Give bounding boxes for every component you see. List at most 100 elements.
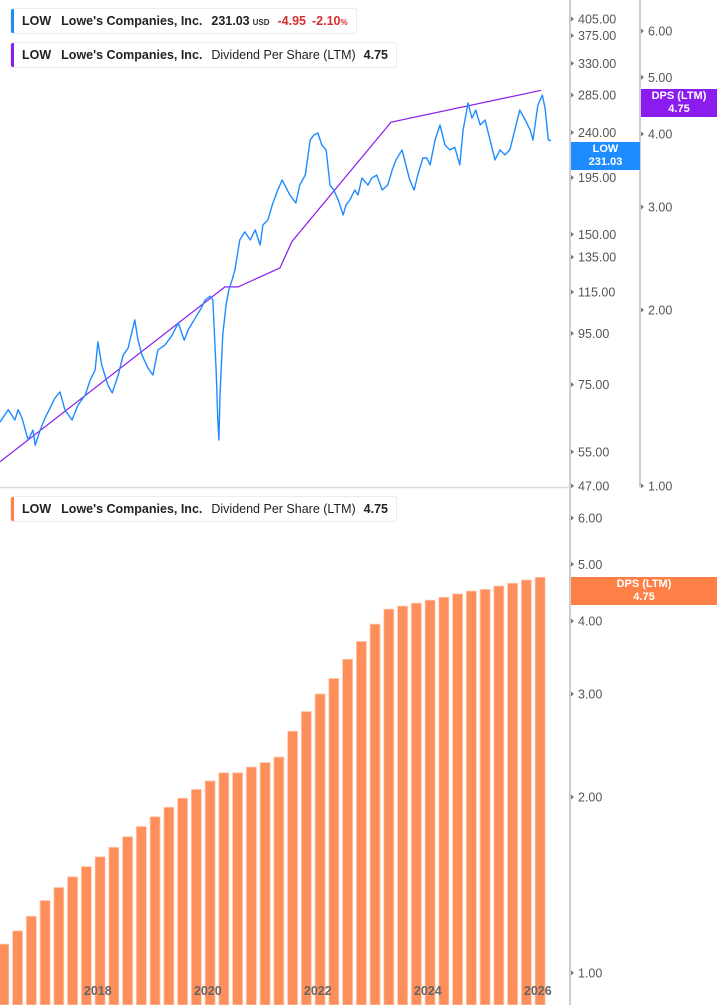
dps-line <box>0 89 542 463</box>
legend-color-swatch <box>11 497 14 521</box>
legend-dps-top[interactable]: LOW Lowe's Companies, Inc. Dividend Per … <box>10 42 397 68</box>
x-axis-tick: 2026 <box>524 984 552 998</box>
dps-bar <box>397 605 409 1005</box>
dps-bar <box>493 585 505 1005</box>
bottom-dps-axis-tick-mark <box>571 691 574 697</box>
legend-change: -4.95 <box>277 14 307 28</box>
dps-axis-tick: 4.00 <box>648 127 672 141</box>
x-axis-tick: 2020 <box>194 984 222 998</box>
bottom-dps-axis-tick: 2.00 <box>578 790 602 804</box>
legend-metric: Dividend Per Share (LTM) <box>211 502 356 516</box>
bottom-dps-axis-tick-mark <box>571 515 574 521</box>
bottom-dps-axis-tick: 6.00 <box>578 512 602 526</box>
price-axis-tick: 115.00 <box>578 285 615 299</box>
dps-bar <box>328 677 340 1005</box>
price-axis-tick: 285.00 <box>578 89 616 103</box>
dps-axis-tick: 3.00 <box>648 200 672 214</box>
bottom-dps-axis-tick: 5.00 <box>578 558 602 572</box>
price-axis-tick: 150.00 <box>578 228 616 242</box>
dps-bar <box>122 836 133 1005</box>
price-axis-tick: 330.00 <box>578 57 616 71</box>
bottom-dps-axis-tick: 3.00 <box>578 687 602 701</box>
top-pane <box>0 89 552 463</box>
price-axis-tick: 195.00 <box>578 171 616 185</box>
dps-axis-tick-mark <box>641 28 644 34</box>
dps-bar <box>479 588 491 1005</box>
dps-bar <box>273 756 285 1005</box>
dps-tag-value: 4.75 <box>633 591 655 603</box>
dps-bar <box>163 806 175 1005</box>
dps-axis-tick: 5.00 <box>648 71 672 85</box>
price-axis-tick-mark <box>571 16 574 22</box>
legend-color-swatch <box>11 43 14 67</box>
legend-price[interactable]: LOW Lowe's Companies, Inc. 231.03 USD -4… <box>10 8 357 34</box>
dps-bar <box>410 602 422 1005</box>
dps-axis-tick: 6.00 <box>648 25 672 39</box>
price-axis-tick: 95.00 <box>578 327 609 341</box>
dps-bar <box>204 780 216 1005</box>
price-axis-tick: 240.00 <box>578 126 616 140</box>
price-axis-tick: 55.00 <box>578 445 609 459</box>
legend-value: 4.75 <box>363 48 388 62</box>
price-axis-tick: 47.00 <box>578 479 609 493</box>
pct-sign: % <box>340 18 348 27</box>
price-axis-tick: 135.00 <box>578 251 616 265</box>
dps-bar <box>218 772 230 1005</box>
price-axis-tick-mark <box>571 231 574 237</box>
price-tag-ticker: LOW <box>592 143 619 155</box>
legend-ticker: LOW <box>22 14 52 28</box>
dps-bar <box>149 816 161 1005</box>
price-tag-value: 231.03 <box>588 156 623 168</box>
dps-axis-tick-mark <box>641 204 644 210</box>
bottom-dps-axis-tick: 1.00 <box>578 966 602 980</box>
change-pct-value: -2.10 <box>312 14 341 28</box>
price-axis-tick-mark <box>571 60 574 66</box>
legend-company-name: Lowe's Companies, Inc. <box>61 502 203 516</box>
bottom-dps-axis-tick-mark <box>571 794 574 800</box>
bottom-dps-axis-tick-mark <box>571 561 574 567</box>
dps-bar <box>520 579 532 1005</box>
price-tag: LOW 231.03 <box>571 142 640 170</box>
dps-tag-label: DPS (LTM) <box>616 578 672 590</box>
price-axis-tick: 375.00 <box>578 29 616 43</box>
legend-company-name: Lowe's Companies, Inc. <box>61 14 203 28</box>
x-axis-tick: 2024 <box>414 984 442 998</box>
price-axis-tick-mark <box>571 483 574 489</box>
dps-axis-tick-mark <box>641 131 644 137</box>
dps-axis-tick-mark <box>641 307 644 313</box>
dps-axis-tick: 1.00 <box>648 479 672 493</box>
x-axis-tick: 2022 <box>304 984 332 998</box>
price-axis-tick-mark <box>571 33 574 39</box>
legend-dps-bottom[interactable]: LOW Lowe's Companies, Inc. Dividend Per … <box>10 496 397 522</box>
dps-bar <box>355 641 367 1005</box>
dps-tag-top: DPS (LTM) 4.75 <box>641 89 717 117</box>
dps-bar <box>287 730 299 1005</box>
bottom-dps-axis-tick-mark <box>571 970 574 976</box>
dps-bar <box>25 915 37 1005</box>
dps-bar <box>424 599 436 1005</box>
dps-bar <box>465 590 477 1005</box>
bottom-dps-axis-tick: 4.00 <box>578 614 602 628</box>
dps-bar <box>94 856 106 1005</box>
price-axis-tick-mark <box>571 254 574 260</box>
price-axis-tick-mark <box>571 382 574 388</box>
legend-change-pct: -2.10% <box>312 14 348 28</box>
dps-tag-label: DPS (LTM) <box>651 90 707 102</box>
dps-bar <box>177 797 189 1005</box>
dps-bar <box>259 762 271 1005</box>
legend-price-value: 231.03 <box>211 14 250 28</box>
dps-bar <box>80 866 92 1005</box>
dps-bar <box>232 772 244 1005</box>
dps-bar <box>507 582 519 1005</box>
price-axis-tick-mark <box>571 129 574 135</box>
bottom-dps-axis-tick-mark <box>571 618 574 624</box>
dps-bar <box>12 930 23 1005</box>
price-axis-tick: 75.00 <box>578 378 609 392</box>
dps-bar <box>135 826 147 1005</box>
legend-metric: Dividend Per Share (LTM) <box>211 48 356 62</box>
dps-bar <box>383 608 395 1005</box>
dps-bar <box>0 943 10 1005</box>
legend-company-name: Lowe's Companies, Inc. <box>61 48 203 62</box>
price-axis-tick-mark <box>571 449 574 455</box>
dps-bar <box>67 876 78 1005</box>
